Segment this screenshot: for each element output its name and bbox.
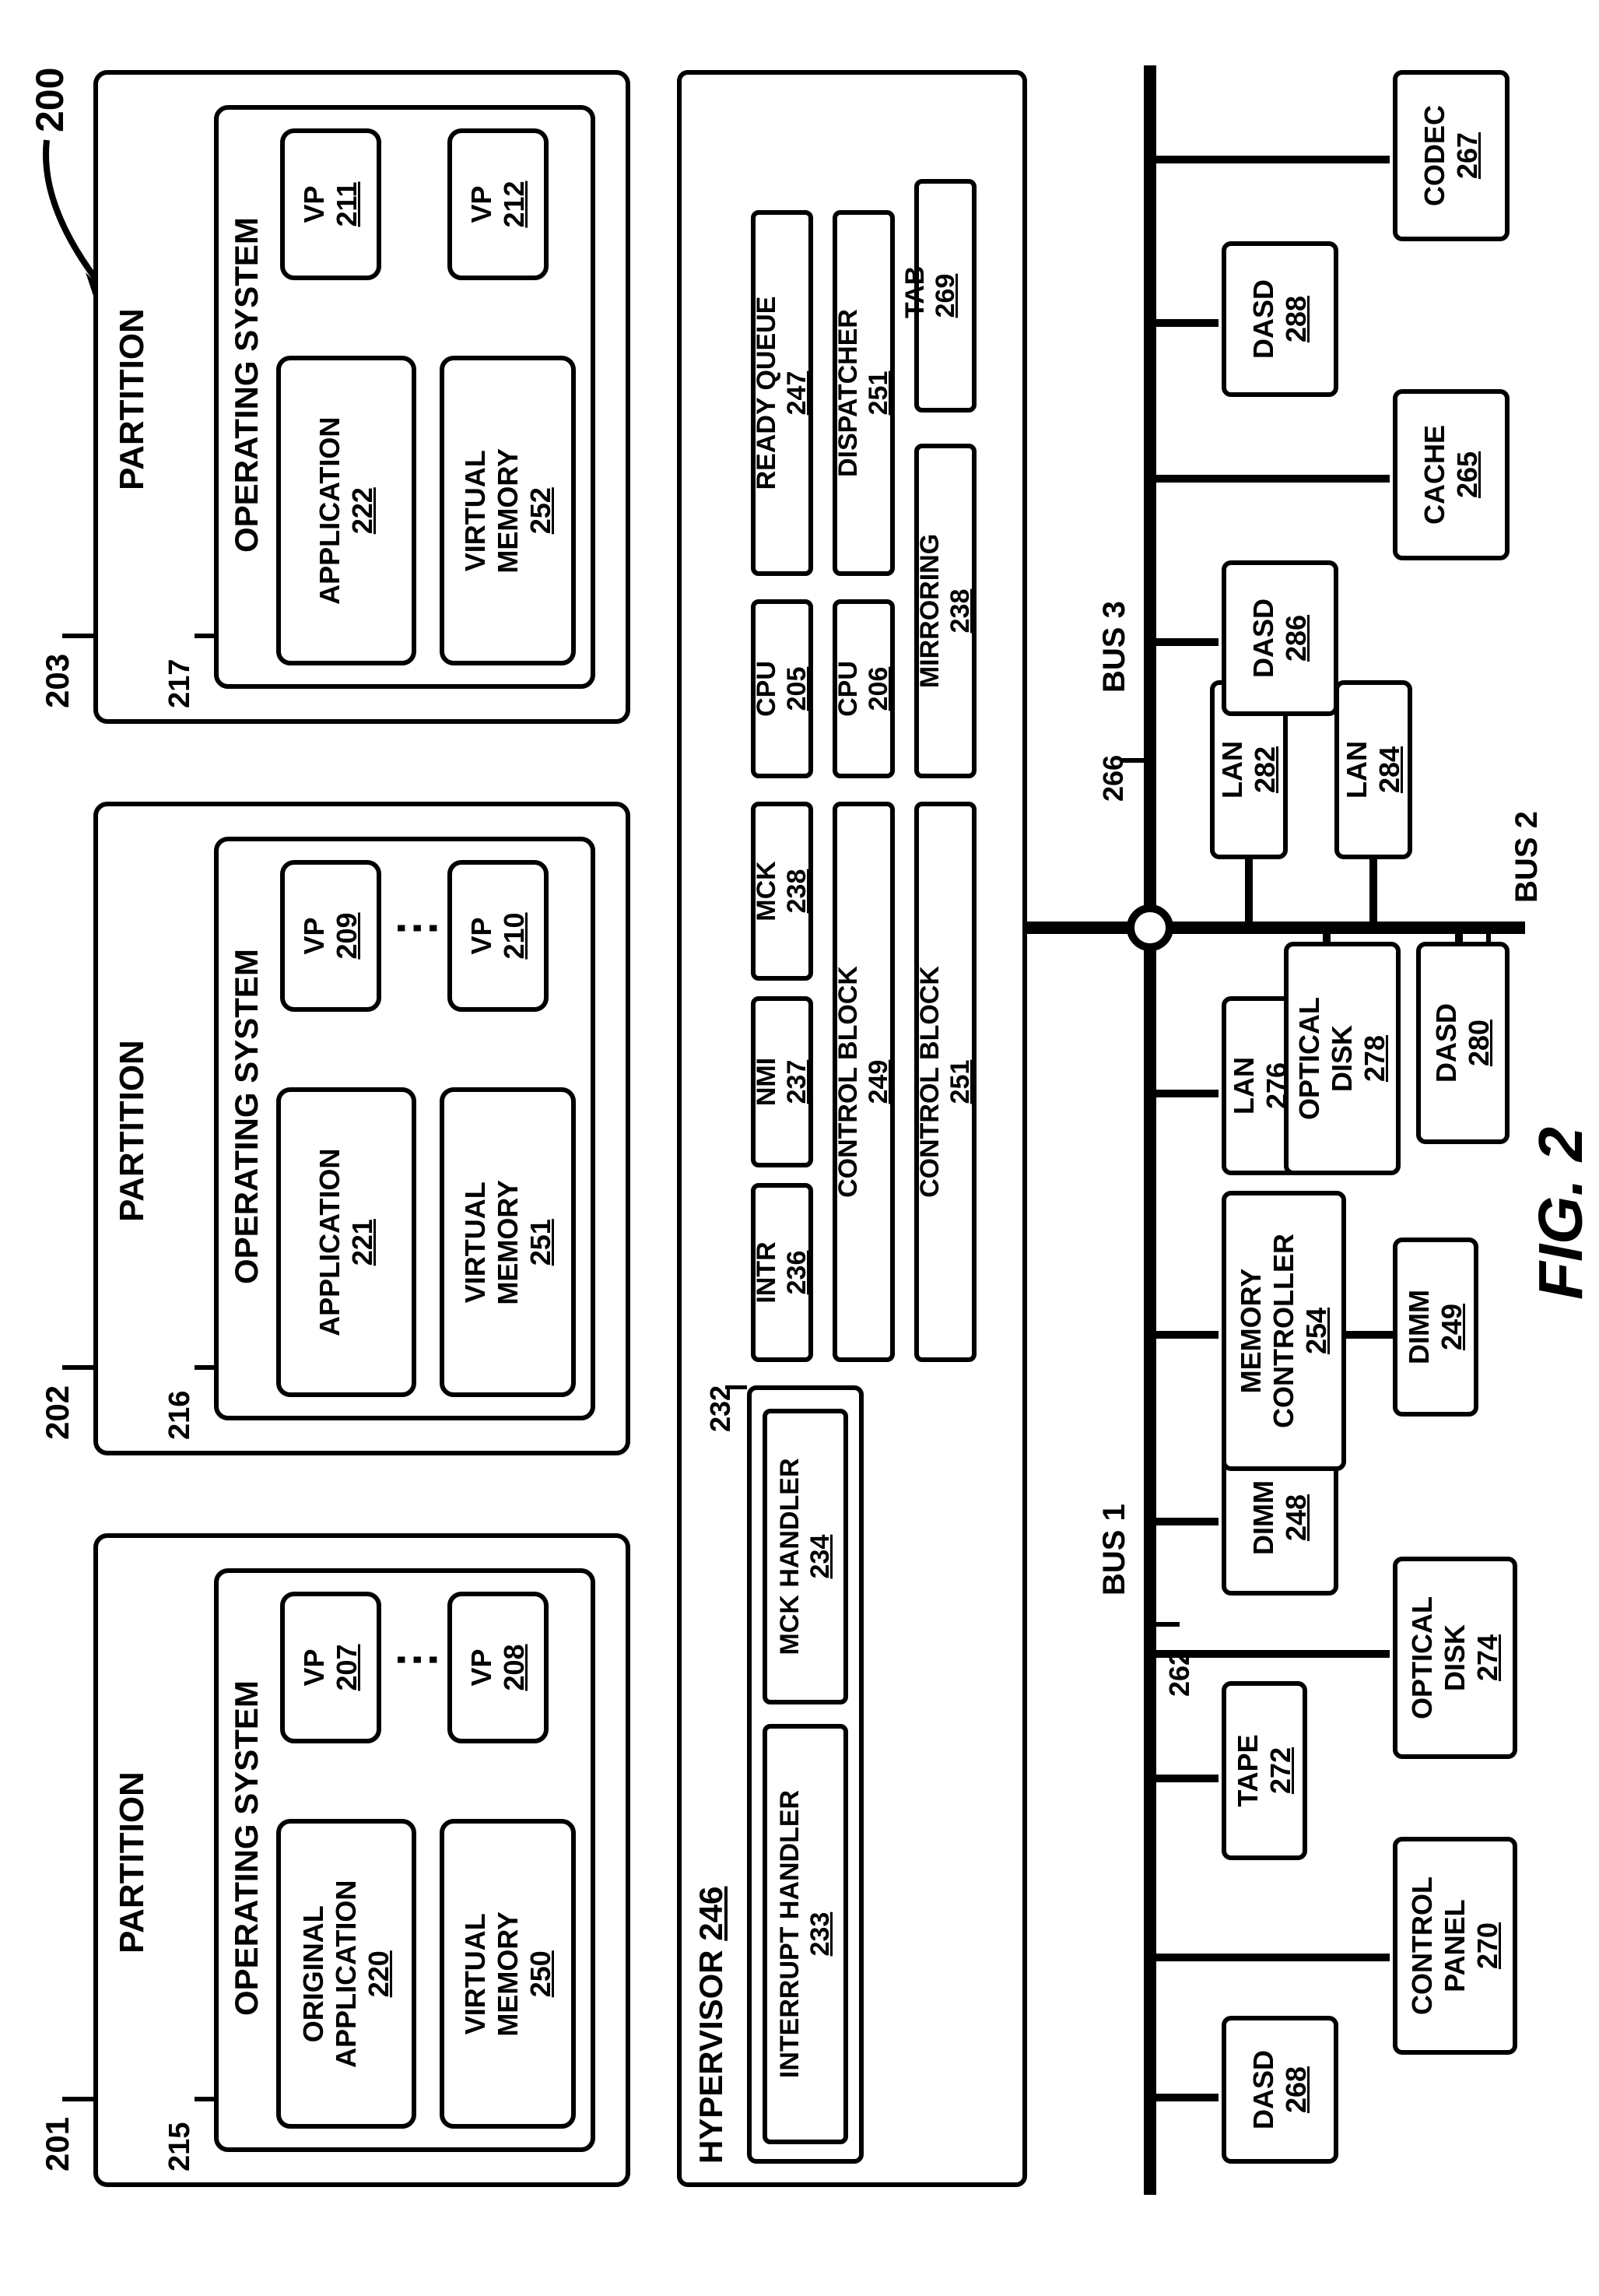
partition-ref-203: 203 xyxy=(39,654,76,708)
vp-207: VP207 xyxy=(280,1592,381,1743)
app-222: APPLICATION222 xyxy=(276,356,416,666)
hypervisor-title: HYPERVISOR 246 xyxy=(693,1887,730,2164)
app-220: ORIGINALAPPLICATION220 xyxy=(276,1820,416,2129)
cache: CACHE265 xyxy=(1393,389,1510,560)
interrupt-handler: INTERRUPT HANDLER233 xyxy=(763,1724,848,2144)
dasd-280: DASD280 xyxy=(1416,942,1510,1144)
codec: CODEC267 xyxy=(1393,70,1510,241)
mirroring: MIRRORING 238 xyxy=(914,444,977,778)
lan-284: LAN284 xyxy=(1334,680,1412,859)
optical-278: OPTICALDISK278 xyxy=(1284,942,1401,1175)
vp-208: VP208 xyxy=(447,1592,549,1743)
vp-211: VP211 xyxy=(280,128,381,280)
cpu-205: CPU 205 xyxy=(751,599,813,778)
vmem-250: VIRTUALMEMORY250 xyxy=(440,1820,576,2129)
partition-title-201: PARTITION xyxy=(113,1771,152,1954)
figure-label: FIG. 2 xyxy=(1525,1127,1597,1300)
mck: MCK 238 xyxy=(751,802,813,981)
partition-title-202: PARTITION xyxy=(113,1040,152,1222)
bus-junction xyxy=(1127,904,1173,951)
os-title-217: OPERATING SYSTEM xyxy=(228,217,265,553)
tab: TAB 269 xyxy=(914,179,977,413)
dasd-286: DASD286 xyxy=(1222,560,1338,716)
vp-210: VP210 xyxy=(447,860,549,1012)
memory-controller: MEMORYCONTROLLER254 xyxy=(1222,1191,1346,1471)
os-title-215: OPERATING SYSTEM xyxy=(228,1680,265,2016)
control-block-251: CONTROL BLOCK 251 xyxy=(914,802,977,1362)
cpu-206: CPU 206 xyxy=(833,599,895,778)
partition-ref-202: 202 xyxy=(39,1385,76,1440)
mck-handler: MCK HANDLER234 xyxy=(763,1409,848,1704)
vp-209: VP209 xyxy=(280,860,381,1012)
bus1-label: BUS 1 xyxy=(1097,1504,1132,1596)
ready-queue: READY QUEUE 247 xyxy=(751,210,813,576)
bus3-label: BUS 3 xyxy=(1097,601,1132,693)
control-panel: CONTROLPANEL270 xyxy=(1393,1837,1517,2055)
optical-274: OPTICALDISK274 xyxy=(1393,1557,1517,1759)
partition-title-203: PARTITION xyxy=(113,308,152,490)
dasd-288: DASD288 xyxy=(1222,241,1338,397)
tape: TAPE272 xyxy=(1222,1681,1307,1860)
os-title-216: OPERATING SYSTEM xyxy=(228,949,265,1284)
app-221: APPLICATION221 xyxy=(276,1088,416,1398)
dispatcher: DISPATCHER 251 xyxy=(833,210,895,576)
vmem-252: VIRTUALMEMORY252 xyxy=(440,356,576,666)
intr: INTR 236 xyxy=(751,1183,813,1362)
dimm-249: DIMM249 xyxy=(1393,1238,1478,1417)
bus2-label: BUS 2 xyxy=(1510,811,1545,903)
partition-ref-201: 201 xyxy=(39,2117,76,2171)
control-block-249: CONTROL BLOCK 249 xyxy=(833,802,895,1362)
dasd-268: DASD268 xyxy=(1222,2016,1338,2164)
vp-212: VP212 xyxy=(447,128,549,280)
vmem-251: VIRTUALMEMORY251 xyxy=(440,1088,576,1398)
nmi: NMI 237 xyxy=(751,996,813,1167)
